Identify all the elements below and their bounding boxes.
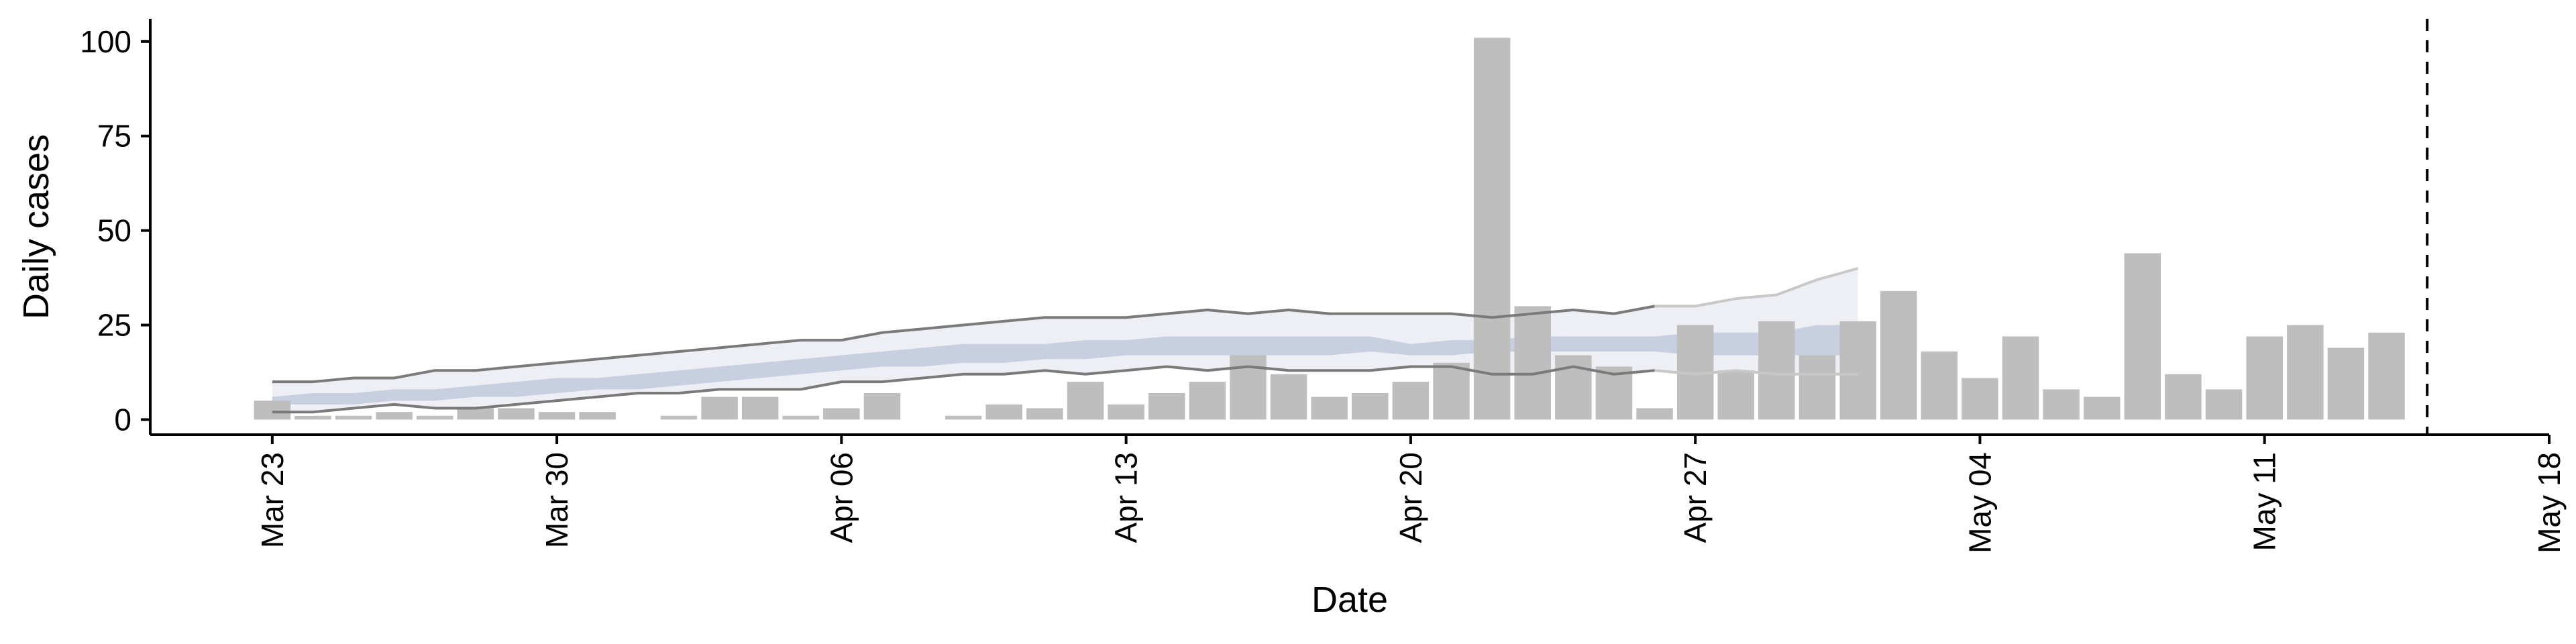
y-tick-label: 50	[97, 213, 131, 248]
case-bar	[2287, 325, 2324, 420]
case-bar	[294, 415, 331, 420]
x-tick-label: Apr 13	[1109, 452, 1144, 543]
case-bar	[863, 393, 901, 420]
y-tick-label: 0	[114, 402, 131, 437]
case-bar	[1758, 321, 1795, 420]
case-bar	[1473, 38, 1511, 420]
case-bar	[985, 404, 1022, 420]
case-bar	[1026, 408, 1063, 420]
case-bar	[782, 415, 819, 420]
case-bar	[2368, 332, 2405, 420]
case-bar	[741, 396, 779, 420]
case-bar	[1433, 362, 1470, 420]
x-tick-label: May 04	[1962, 452, 1997, 553]
y-axis-title: Daily cases	[16, 134, 56, 319]
case-bar	[1067, 382, 1104, 420]
case-bar	[2002, 336, 2039, 420]
case-bar	[2124, 253, 2161, 420]
inner-interval-band	[272, 325, 1858, 405]
x-tick-label: Apr 20	[1393, 452, 1428, 543]
x-tick-label: Mar 30	[539, 452, 574, 548]
y-axis-ticks: 0 25 50 75 100	[80, 24, 150, 437]
case-bar	[417, 415, 453, 420]
case-bar	[823, 408, 860, 420]
case-bar	[335, 415, 372, 420]
y-tick-label: 25	[97, 308, 131, 343]
x-axis-ticks: Mar 23 Mar 30 Apr 06 Apr 13 Apr 20 Apr 27 May …	[255, 435, 2567, 553]
y-tick-label: 75	[97, 119, 131, 154]
case-bar	[2043, 389, 2080, 420]
x-tick-label: Apr 27	[1678, 452, 1713, 543]
case-bar	[1880, 290, 1917, 420]
case-bar	[579, 412, 616, 420]
case-bar	[1270, 374, 1307, 420]
case-bar	[538, 412, 576, 420]
case-bar	[1717, 370, 1754, 420]
case-bar	[457, 408, 494, 420]
case-bar	[2327, 347, 2365, 420]
upper-bound-line-faded	[1654, 267, 1859, 308]
case-bar	[1799, 355, 1836, 420]
case-bar	[1352, 393, 1389, 420]
case-bar	[1636, 408, 1673, 420]
case-bar	[498, 408, 535, 420]
case-bar	[1108, 404, 1144, 420]
case-bar	[1921, 352, 1958, 420]
estimate-bound-lines	[272, 267, 1859, 414]
case-bar	[660, 415, 698, 420]
x-axis-title: Date	[1311, 580, 1388, 620]
upper-bound-line	[272, 305, 1655, 384]
x-tick-label: May 11	[2247, 452, 2282, 551]
case-bar	[945, 415, 982, 420]
case-bar	[1962, 378, 1998, 420]
case-bar	[1148, 393, 1185, 420]
case-bar	[2165, 374, 2202, 420]
case-bar	[1555, 355, 1592, 420]
case-bar	[2205, 389, 2243, 420]
x-tick-label: Mar 23	[255, 452, 290, 548]
case-bar	[1230, 355, 1267, 420]
axes	[149, 19, 2549, 436]
case-bar	[701, 396, 738, 420]
case-bar	[376, 412, 413, 420]
case-bar	[2084, 396, 2121, 420]
case-bar	[2246, 336, 2283, 420]
case-bar	[1514, 306, 1551, 420]
case-bar	[1311, 396, 1348, 420]
estimate-band	[272, 268, 1858, 413]
case-bar	[254, 400, 291, 420]
x-tick-label: Apr 06	[824, 452, 859, 543]
case-bar	[1392, 382, 1430, 420]
case-bar	[1189, 382, 1226, 420]
daily-case-bars	[254, 38, 2405, 420]
lower-bound-line	[272, 365, 1655, 414]
case-bar	[1839, 321, 1876, 420]
y-tick-label: 100	[80, 24, 131, 59]
x-tick-label: May 18	[2532, 452, 2567, 553]
lower-bound-line-faded	[1654, 369, 1858, 376]
